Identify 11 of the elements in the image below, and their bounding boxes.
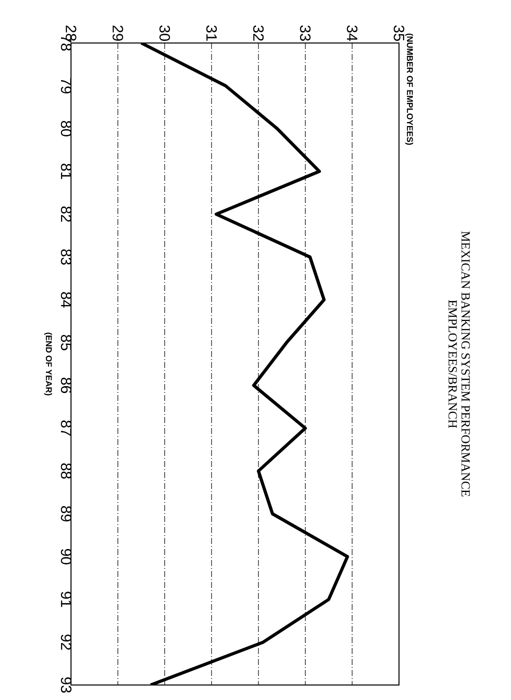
x-tick-label: 31	[206, 25, 217, 41]
text: MEXICAN BANKING SYSTEM PERFORMANCE	[461, 231, 470, 496]
y-axis-title: (END OF YEAR)	[44, 332, 52, 396]
x-tick-label: 34	[346, 25, 358, 42]
x-tick-label: 33	[300, 25, 311, 41]
text: EMPLOYEES/BRANCH	[448, 300, 457, 428]
x-tick-label: 30	[159, 25, 170, 41]
x-tick-label: 32	[253, 25, 264, 41]
x-tick-label: 29	[112, 26, 124, 41]
x-tick-label: 35	[394, 25, 404, 41]
text: (NUMBER OF EMPLOYEES)	[405, 34, 414, 145]
